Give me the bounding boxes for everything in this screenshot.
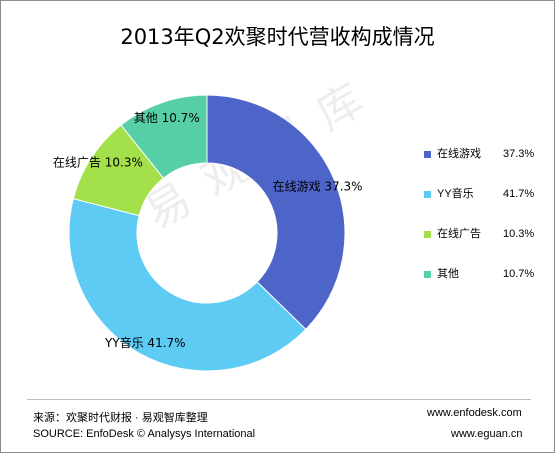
legend-swatch [424, 231, 431, 238]
donut-slices [68, 94, 346, 372]
chart-title: 2013年Q2欢聚时代营收构成情况 [120, 25, 435, 49]
legend-swatch [424, 151, 431, 158]
donut-slice-2 [68, 198, 307, 372]
legend-swatch [424, 191, 431, 198]
legend-label: 在线广告 [437, 228, 481, 240]
legend-value: 37.3% [503, 148, 535, 160]
data-labels: 在线游戏 37.3% YY音乐 41.7% 在线广告 10.3% 其他 10.7% [53, 111, 363, 350]
url-enfodesk[interactable]: www.enfodesk.com [427, 407, 522, 419]
donut-slice-4 [120, 94, 208, 179]
donut-slice-1 [206, 94, 346, 331]
data-label-3: 在线广告 10.3% [53, 155, 143, 169]
data-label-4: 其他 10.7% [134, 111, 200, 125]
legend-label: 在线游戏 [437, 148, 481, 160]
source-cn: 来源：欢聚时代财报 · 易观智库整理 [33, 412, 208, 424]
legend-value: 10.3% [503, 228, 535, 240]
legend-label: 其他 [437, 268, 459, 280]
legend-value: 41.7% [503, 188, 535, 200]
source-en: SOURCE: EnfoDesk © Analysys Internationa… [33, 428, 256, 440]
data-label-1: 在线游戏 37.3% [273, 179, 363, 193]
url-eguan[interactable]: www.eguan.cn [451, 428, 523, 440]
legend-value: 10.7% [503, 268, 535, 280]
legend-label: YY音乐 [437, 188, 474, 200]
footer-divider [27, 399, 531, 400]
data-label-2: YY音乐 41.7% [104, 335, 186, 350]
legend-swatch [424, 271, 431, 278]
